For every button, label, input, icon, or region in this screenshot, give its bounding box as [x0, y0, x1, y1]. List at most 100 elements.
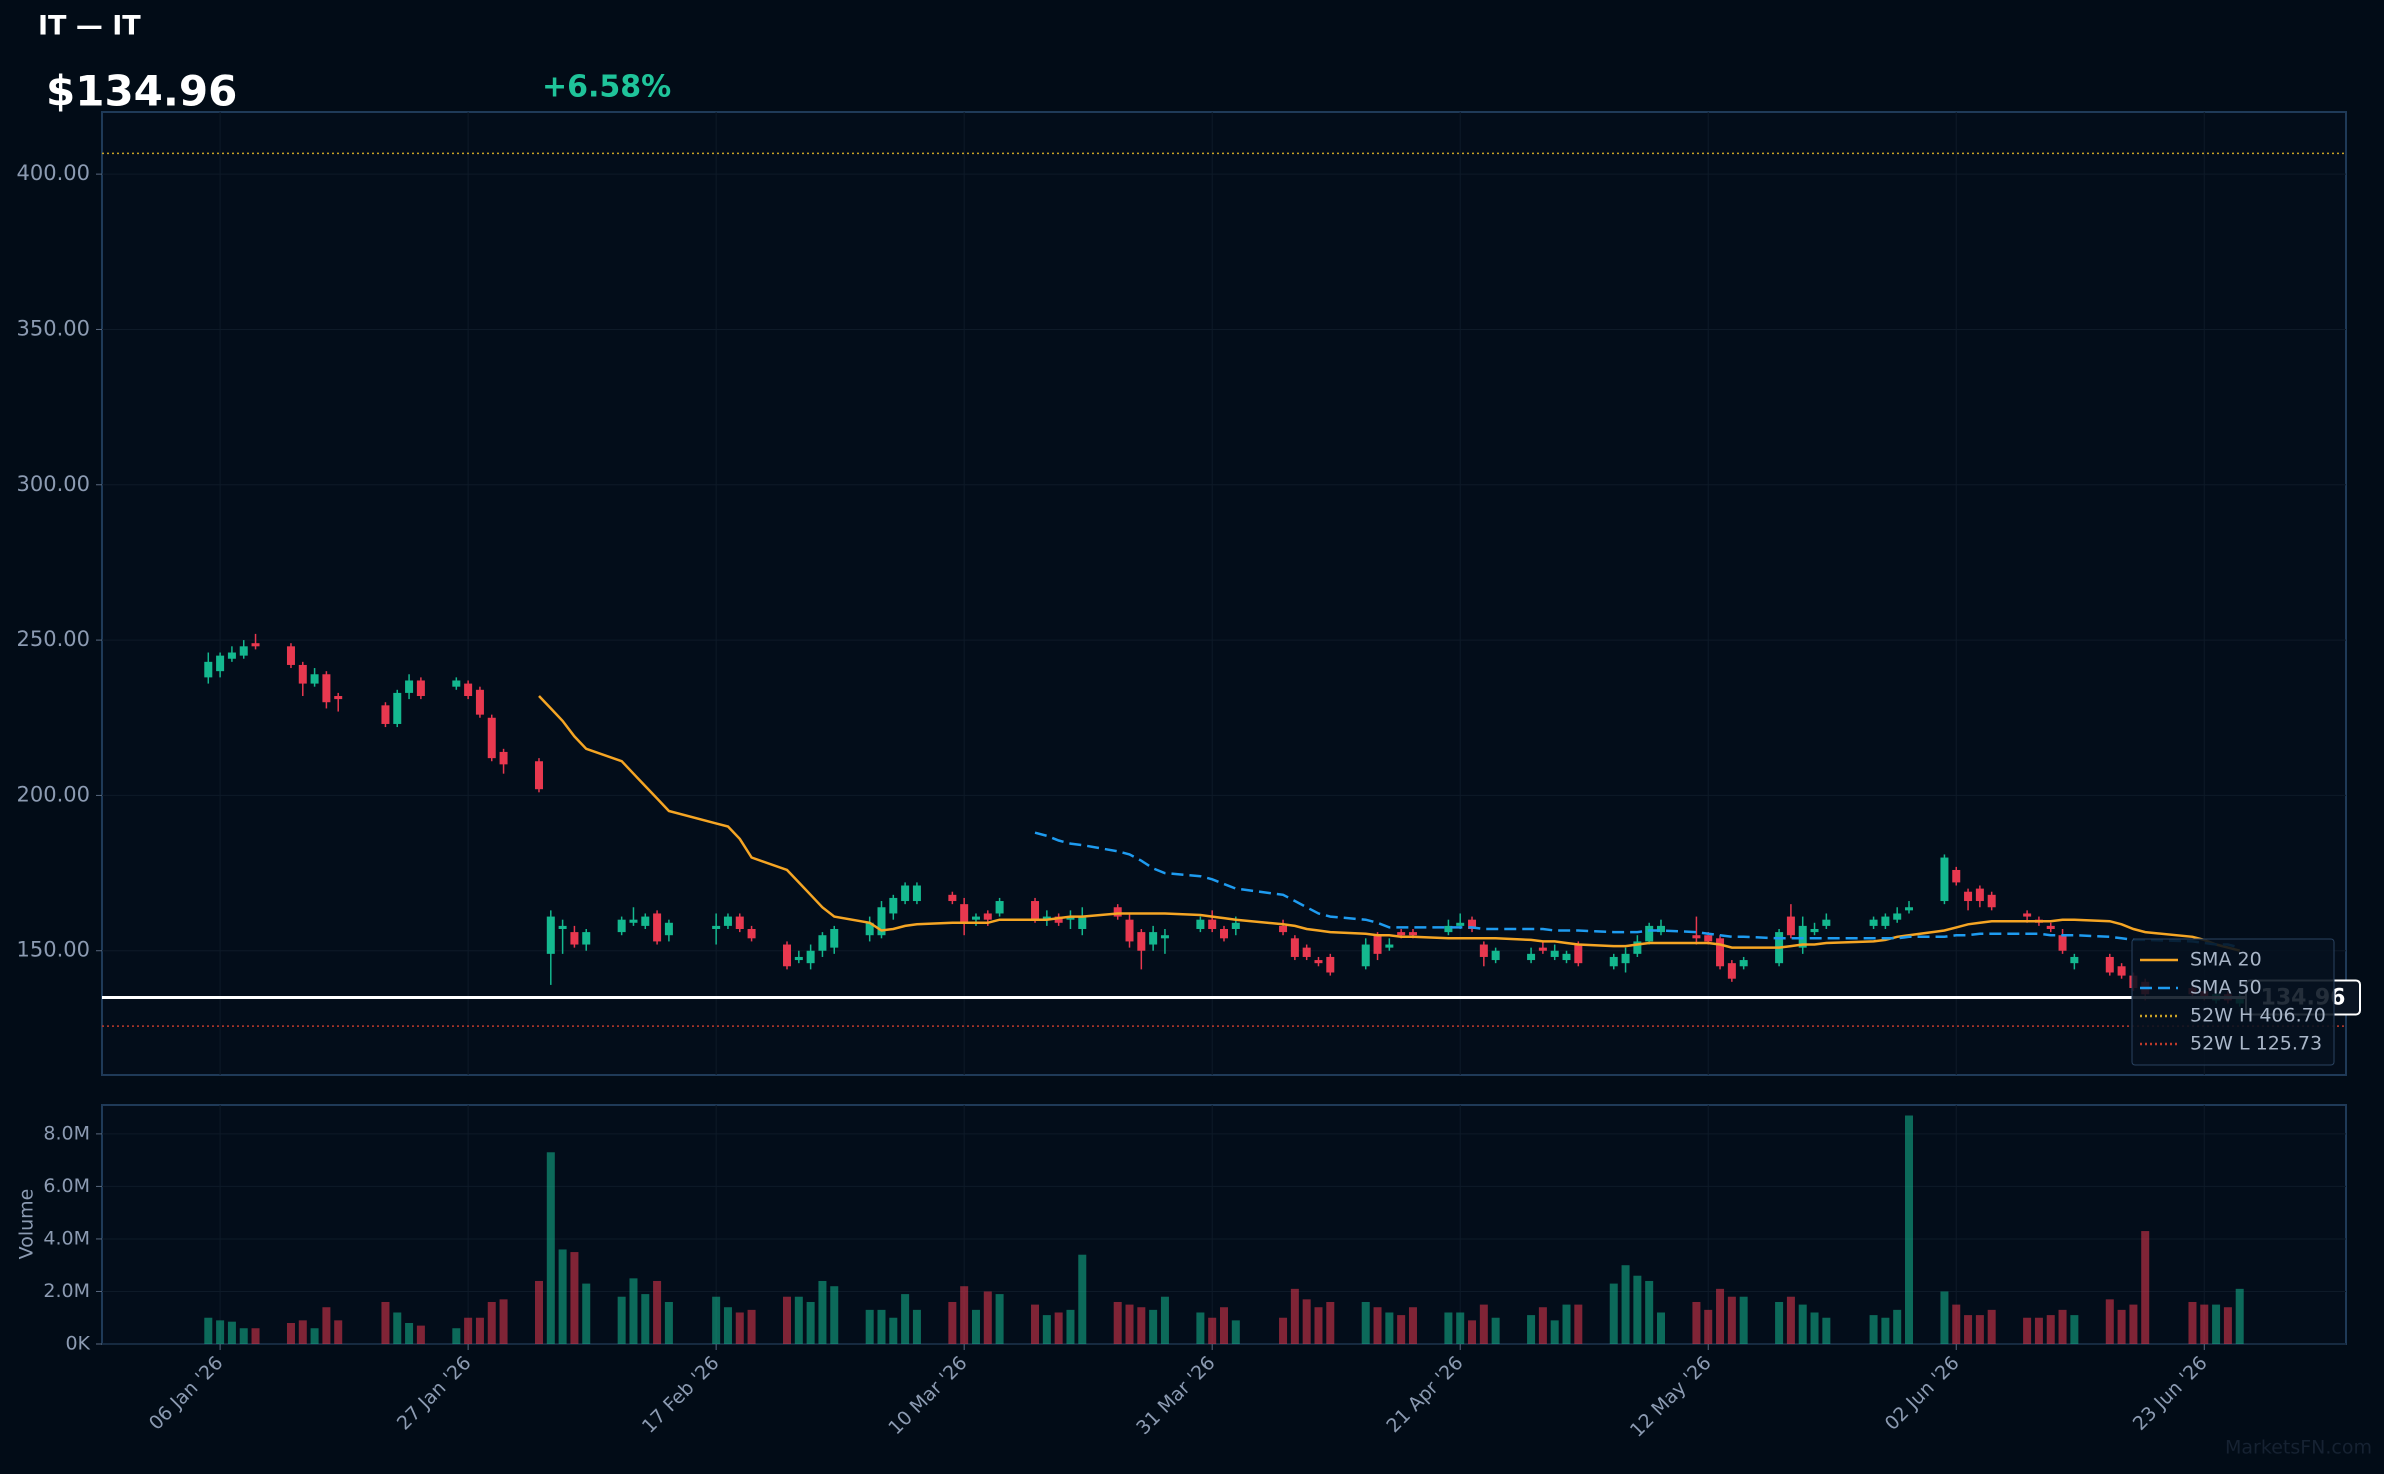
candle-body: [1042, 916, 1051, 920]
volume-bar: [1113, 1301, 1122, 1344]
candle-body: [653, 913, 662, 942]
candle-body: [1491, 950, 1500, 961]
volume-bar: [393, 1312, 402, 1344]
volume-bar: [239, 1328, 248, 1344]
volume-bar: [2200, 1304, 2209, 1344]
volume-bar: [2105, 1299, 2114, 1344]
volume-bar: [1621, 1265, 1630, 1344]
candle-body: [204, 661, 213, 678]
watermark: MarketsFN.com: [2225, 1437, 2372, 1459]
volume-bar: [1066, 1309, 1075, 1344]
volume-bar: [1822, 1317, 1831, 1344]
volume-bar: [818, 1280, 827, 1344]
volume-bar: [1656, 1312, 1665, 1344]
candle-body: [239, 646, 248, 656]
candle-body: [216, 655, 225, 672]
legend-label: SMA 20: [2190, 949, 2262, 971]
volume-bar: [877, 1309, 886, 1344]
candle-body: [1208, 919, 1217, 929]
volume-bar: [641, 1294, 650, 1344]
volume-bar: [1881, 1317, 1890, 1344]
volume-bar: [723, 1307, 732, 1344]
candle-body: [629, 919, 638, 923]
volume-bar: [1562, 1304, 1571, 1344]
candle-body: [901, 885, 910, 902]
candle-body: [1160, 935, 1169, 939]
candle-body: [1279, 925, 1288, 933]
candle-body: [1314, 960, 1323, 964]
candle-body: [712, 925, 721, 929]
volume-bar: [1574, 1304, 1583, 1344]
candle-body: [499, 751, 508, 765]
volume-bar: [617, 1296, 626, 1344]
candle-body: [1113, 907, 1122, 917]
volume-bar: [2141, 1231, 2150, 1344]
legend-label: SMA 50: [2190, 977, 2262, 999]
candle-body: [1149, 932, 1158, 945]
candle-body: [1444, 925, 1453, 933]
volume-bar: [1727, 1296, 1736, 1344]
volume-bar: [1633, 1275, 1642, 1344]
y-tick-label: 6.0M: [43, 1175, 90, 1197]
candle-body: [1692, 935, 1701, 939]
candle-body: [1893, 913, 1902, 920]
candle-body: [1550, 950, 1559, 957]
volume-bar: [334, 1320, 343, 1344]
volume-bar: [1361, 1301, 1370, 1344]
candle-body: [794, 956, 803, 961]
price: $134.96: [46, 67, 237, 116]
change: +6.58%: [542, 70, 671, 105]
volume-bar: [2117, 1309, 2126, 1344]
candle-body: [1137, 932, 1146, 951]
candle-body: [1810, 928, 1819, 933]
volume-bar: [1385, 1312, 1394, 1344]
candle-body: [1964, 891, 1973, 902]
candle-body: [1054, 916, 1063, 923]
candle-body: [1786, 916, 1795, 936]
candle-body: [664, 922, 673, 936]
candle-body: [1468, 919, 1477, 929]
volume-bar: [971, 1309, 980, 1344]
y-tick-label: 300.00: [17, 472, 90, 496]
volume-bar: [1527, 1315, 1536, 1344]
candle-body: [558, 925, 567, 929]
candle-body: [948, 894, 957, 902]
candle-body: [971, 916, 980, 920]
candle-body: [1456, 922, 1465, 926]
volume-bar: [1893, 1309, 1902, 1344]
candle-body: [641, 916, 650, 926]
volume-bar: [499, 1299, 508, 1344]
volume-bar: [1550, 1320, 1559, 1344]
volume-bar: [1149, 1309, 1158, 1344]
candle-body: [1538, 947, 1547, 951]
candle-body: [1656, 925, 1665, 933]
candle-body: [995, 901, 1004, 914]
candle-body: [464, 683, 473, 697]
volume-bar: [1609, 1283, 1618, 1344]
candle-body: [1031, 901, 1040, 920]
volume-bar: [216, 1320, 225, 1344]
candle-body: [1704, 935, 1713, 942]
volume-bar: [1798, 1304, 1807, 1344]
candle-body: [452, 680, 461, 687]
volume-bar: [487, 1301, 496, 1344]
candle-body: [546, 916, 555, 954]
volume-bar: [712, 1296, 721, 1344]
volume-bar: [381, 1301, 390, 1344]
volume-bar: [664, 1301, 673, 1344]
candle-body: [1739, 960, 1748, 967]
volume-bar: [1444, 1312, 1453, 1344]
candle-body: [1302, 947, 1311, 957]
volume-bar: [948, 1301, 957, 1344]
volume-bar: [2235, 1288, 2244, 1344]
volume-bar: [2129, 1304, 2138, 1344]
volume-bar: [1987, 1309, 1996, 1344]
volume-bar: [783, 1296, 792, 1344]
candle-body: [960, 904, 969, 923]
y-tick-label: 400.00: [17, 161, 90, 185]
candle-body: [1361, 944, 1370, 967]
volume-bar: [1975, 1315, 1984, 1344]
candle-body: [286, 646, 295, 665]
candle-body: [1975, 888, 1984, 902]
